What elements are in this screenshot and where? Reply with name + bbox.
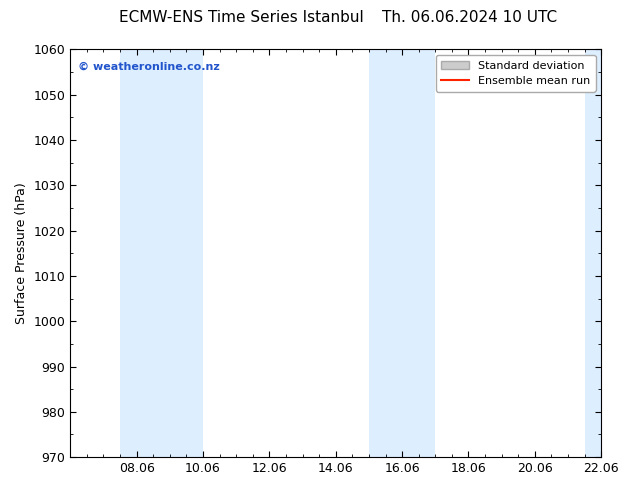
Y-axis label: Surface Pressure (hPa): Surface Pressure (hPa) — [15, 182, 28, 324]
Bar — [120, 49, 203, 457]
Text: © weatheronline.co.nz: © weatheronline.co.nz — [78, 62, 220, 72]
Text: ECMW-ENS Time Series Istanbul: ECMW-ENS Time Series Istanbul — [119, 10, 363, 24]
Bar — [369, 49, 436, 457]
Text: Th. 06.06.2024 10 UTC: Th. 06.06.2024 10 UTC — [382, 10, 557, 24]
Legend: Standard deviation, Ensemble mean run: Standard deviation, Ensemble mean run — [436, 55, 595, 92]
Bar — [585, 49, 601, 457]
